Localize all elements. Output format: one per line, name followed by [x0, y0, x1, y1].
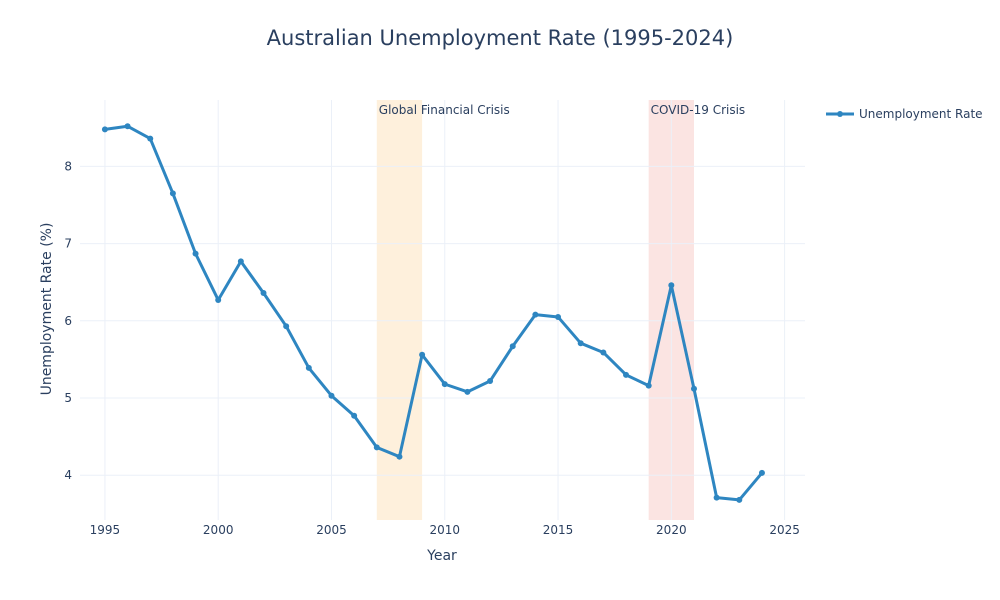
legend-label: Unemployment Rate — [859, 107, 983, 121]
data-point[interactable] — [328, 392, 335, 399]
data-point[interactable] — [690, 385, 697, 392]
x-tick-label: 2015 — [543, 523, 574, 537]
data-point[interactable] — [192, 250, 199, 257]
chart-title: Australian Unemployment Rate (1995-2024) — [267, 26, 734, 50]
data-point[interactable] — [441, 381, 448, 388]
data-point[interactable] — [464, 388, 471, 395]
data-point[interactable] — [101, 126, 108, 133]
y-tick-label: 8 — [64, 159, 72, 173]
y-tick-label: 6 — [64, 314, 72, 328]
x-tick-label: 2025 — [769, 523, 800, 537]
data-point[interactable] — [260, 290, 267, 297]
y-tick-label: 4 — [64, 468, 72, 482]
data-point[interactable] — [283, 323, 290, 330]
legend-marker-swatch — [837, 111, 843, 117]
data-point[interactable] — [532, 311, 539, 318]
data-point[interactable] — [577, 340, 584, 347]
data-point[interactable] — [169, 190, 176, 197]
data-point[interactable] — [623, 371, 630, 378]
data-point[interactable] — [555, 313, 562, 320]
data-point[interactable] — [758, 469, 765, 476]
x-tick-label: 1995 — [90, 523, 121, 537]
grid-lines — [80, 100, 805, 520]
data-point[interactable] — [305, 364, 312, 371]
data-point[interactable] — [351, 412, 358, 419]
data-point[interactable] — [713, 494, 720, 501]
y-tick-label: 5 — [64, 391, 72, 405]
x-tick-label: 2000 — [203, 523, 234, 537]
x-tick-label: 2005 — [316, 523, 347, 537]
x-tick-label: 2010 — [429, 523, 460, 537]
data-point[interactable] — [645, 382, 652, 389]
x-axis-ticks: 1995 2000 2005 2010 2015 2020 2025 — [90, 523, 800, 537]
data-point[interactable] — [668, 282, 675, 289]
data-point[interactable] — [600, 349, 607, 356]
x-axis-title: Year — [426, 548, 457, 564]
crisis-band-label-1: COVID-19 Crisis — [651, 103, 746, 117]
data-point[interactable] — [147, 135, 154, 142]
series-layer — [101, 123, 765, 503]
crisis-band-labels: Global Financial Crisis COVID-19 Crisis — [379, 103, 745, 117]
data-point[interactable] — [215, 296, 222, 303]
legend[interactable]: Unemployment Rate — [826, 107, 983, 121]
data-point[interactable] — [736, 496, 743, 503]
x-tick-label: 2020 — [656, 523, 687, 537]
data-point[interactable] — [509, 343, 516, 350]
y-axis-title: Unemployment Rate (%) — [39, 223, 55, 396]
series-line-0 — [103, 124, 764, 502]
data-point[interactable] — [419, 351, 426, 358]
crisis-band-label-0: Global Financial Crisis — [379, 103, 510, 117]
y-tick-label: 7 — [64, 237, 72, 251]
data-point[interactable] — [237, 258, 244, 265]
data-point[interactable] — [487, 378, 494, 385]
y-axis-ticks: 4 5 6 7 8 — [64, 159, 72, 482]
data-point[interactable] — [396, 453, 403, 460]
crisis-bands — [376, 100, 694, 520]
data-point[interactable] — [373, 444, 380, 451]
data-point[interactable] — [124, 123, 131, 130]
